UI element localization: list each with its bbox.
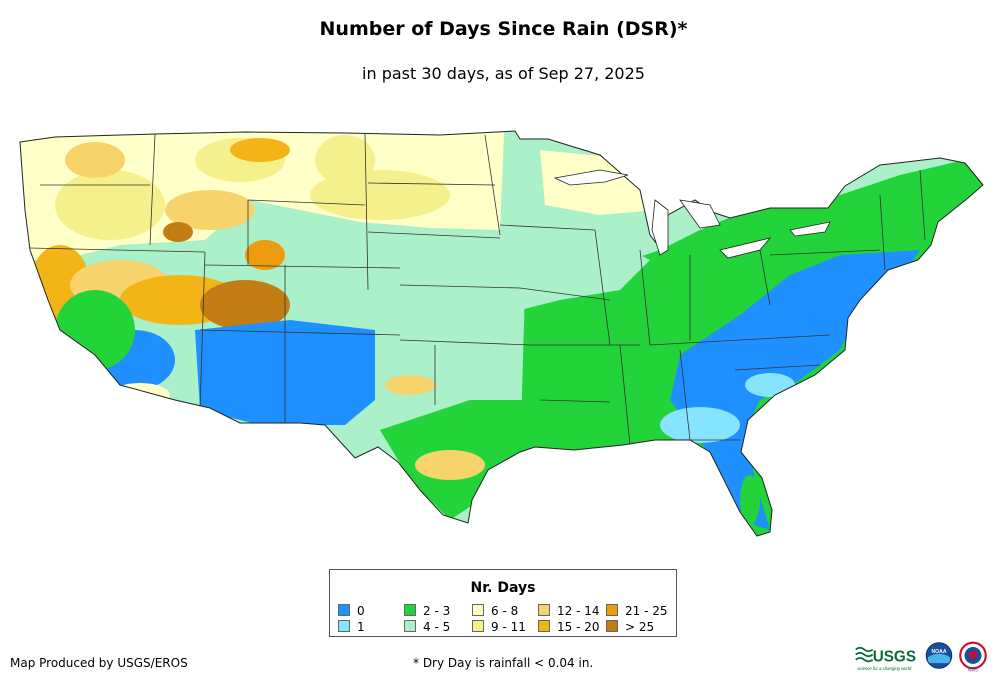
- legend-item: 2 - 3: [404, 604, 450, 618]
- legend-item: 21 - 25: [606, 604, 668, 618]
- agency-logos: USGS science for a changing world NOAA N…: [855, 641, 987, 673]
- legend-swatch: [538, 620, 550, 632]
- us-dsr-map: [19, 130, 984, 537]
- legend-swatch: [404, 620, 416, 632]
- svg-text:NWS: NWS: [968, 668, 978, 673]
- svg-text:NOAA: NOAA: [932, 649, 947, 655]
- legend: Nr. Days 0 1 2 - 3 4 - 5 6 - 8 9 - 11 12…: [329, 569, 677, 637]
- legend-swatch: [404, 604, 416, 616]
- legend-item: > 25: [606, 620, 654, 634]
- svg-text:science for a changing world: science for a changing world: [857, 666, 912, 671]
- nws-logo: NWS: [959, 641, 987, 673]
- legend-swatch: [338, 620, 350, 632]
- legend-item: 0: [338, 604, 365, 618]
- map-title: Number of Days Since Rain (DSR)*: [319, 18, 688, 40]
- legend-swatch: [472, 604, 484, 616]
- footnote: * Dry Day is rainfall < 0.04 in.: [413, 656, 594, 670]
- legend-swatch: [472, 620, 484, 632]
- legend-swatch: [338, 604, 350, 616]
- usgs-logo: USGS science for a changing world: [855, 646, 916, 671]
- legend-swatch: [538, 604, 550, 616]
- legend-item: 12 - 14: [538, 604, 600, 618]
- map-credit: Map Produced by USGS/EROS: [10, 656, 188, 670]
- legend-item: 15 - 20: [538, 620, 600, 634]
- legend-swatch: [606, 604, 618, 616]
- svg-text:USGS: USGS: [873, 648, 916, 665]
- legend-item: 6 - 8: [472, 604, 518, 618]
- legend-swatch: [606, 620, 618, 632]
- legend-item: 1: [338, 620, 365, 634]
- legend-item: 9 - 11: [472, 620, 526, 634]
- map-subtitle: in past 30 days, as of Sep 27, 2025: [362, 64, 645, 83]
- legend-item: 4 - 5: [404, 620, 450, 634]
- noaa-logo: NOAA: [925, 642, 953, 669]
- legend-title: Nr. Days: [470, 580, 536, 596]
